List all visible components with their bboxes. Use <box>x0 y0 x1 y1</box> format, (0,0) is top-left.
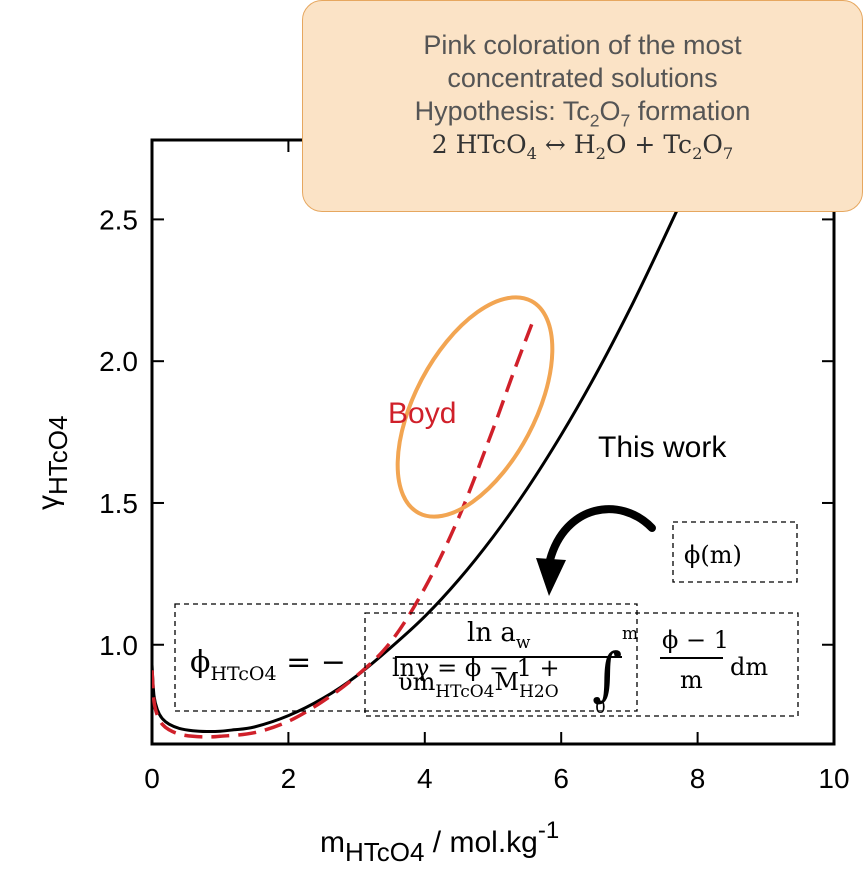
integral-sign: ∫ <box>592 640 622 708</box>
phi-equation-numerator: ln aw <box>467 618 531 653</box>
integral-lower-limit: 0 <box>595 698 606 718</box>
ln-gamma-equation-box <box>364 612 799 717</box>
integral-dm: dm <box>730 653 768 681</box>
callout-hypothesis: Hypothesis: Tc2O7 formation <box>414 96 751 131</box>
arrow-head-icon <box>536 558 566 596</box>
boyd-series-line <box>152 317 536 739</box>
x-tick-label: 2 <box>281 763 297 794</box>
phi-m-label: ϕ(m) <box>684 541 742 569</box>
phi-m-box <box>672 521 798 583</box>
callout-reaction-equation: 2 HTcO4 ↔ H2O + Tc2O7 <box>431 130 734 163</box>
callout-line-1: Pink coloration of the most <box>423 30 742 60</box>
y-tick-label: 1.0 <box>99 630 138 661</box>
phi-equation-lhs: ϕHTcO4 = − <box>190 645 346 685</box>
callout-line-2: concentrated solutions <box>447 63 718 93</box>
integrand-denominator: m <box>680 666 703 694</box>
integral-upper-limit: m <box>622 624 638 644</box>
this-work-series-line <box>152 140 711 734</box>
x-tick-label: 10 <box>818 763 849 794</box>
y-tick-label: 2.0 <box>99 346 138 377</box>
boyd-series-label: Boyd <box>388 397 456 430</box>
boyd-highlight-ellipse <box>395 295 555 519</box>
ln-gamma-lhs: lnγ = ϕ − 1 + <box>392 654 560 682</box>
x-tick-label: 8 <box>690 763 706 794</box>
x-tick-label: 6 <box>553 763 569 794</box>
x-tick-label: 4 <box>417 763 433 794</box>
phi-equation-box <box>174 603 638 712</box>
this-work-series-label: This work <box>598 431 727 464</box>
curved-arrow-icon <box>546 505 656 564</box>
y-tick-label: 2.5 <box>99 204 138 235</box>
x-axis-title: mHTcO4 / mol.kg-1 <box>320 817 559 867</box>
y-axis-title: γHTcO4 <box>32 416 73 510</box>
phi-equation-denominator: υmHTcO4MH2O <box>398 668 559 702</box>
y-tick-label: 1.5 <box>99 488 138 519</box>
series-layer <box>152 140 711 739</box>
x-tick-label: 0 <box>144 763 160 794</box>
axis-ticks: 0 2 4 6 8 10 1.0 1.5 2.0 2.5 <box>99 140 850 794</box>
hypothesis-callout: Pink coloration of the most concentrated… <box>302 0 863 212</box>
integrand-numerator: ϕ − 1 <box>662 626 729 654</box>
